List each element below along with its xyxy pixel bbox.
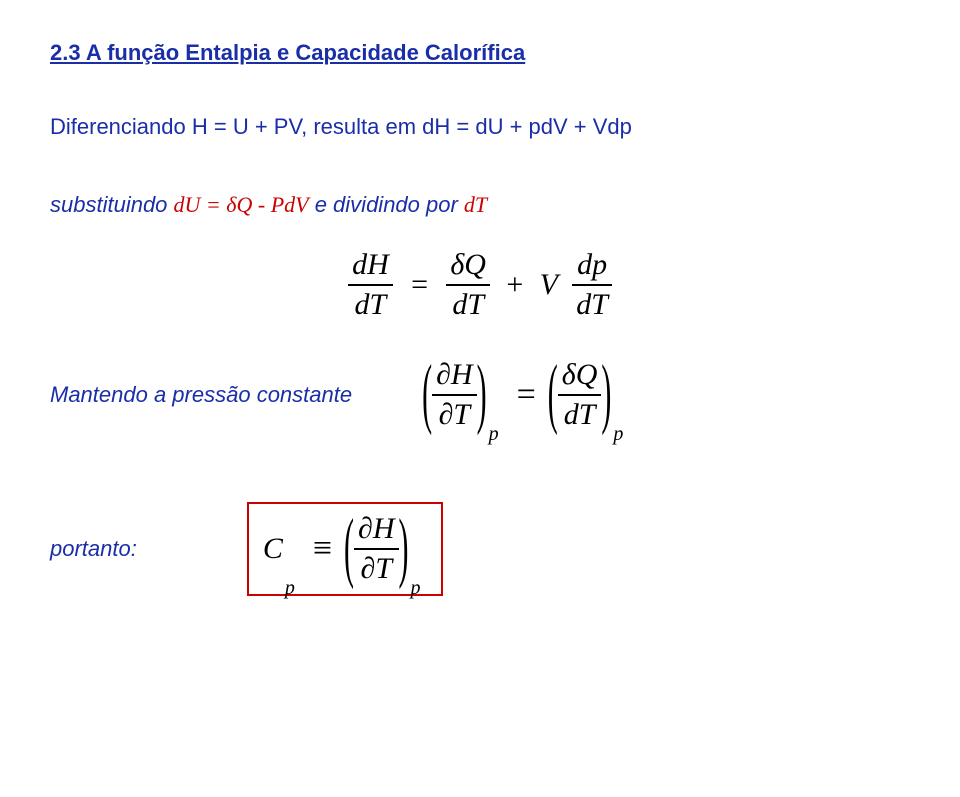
eq2-l-num: ∂H: [432, 358, 477, 394]
line2-tail: dT: [464, 192, 487, 217]
eq1-t2-frac: dp dT: [572, 248, 612, 322]
eq2-r-frac: δQ dT: [558, 358, 602, 432]
label-mantendo: Mantendo a pressão constante: [50, 382, 352, 408]
eq2-r-num: δQ: [558, 358, 602, 394]
line2-suffix: e dividindo por: [309, 192, 464, 217]
eq1-lhs-frac: dH dT: [348, 248, 393, 322]
eq3-frac: ∂H ∂T: [354, 512, 399, 586]
eq3-den: ∂T: [354, 548, 399, 586]
text-line-substituindo: substituindo dU = δQ - PdV e dividindo p…: [50, 192, 910, 218]
eq2-equals: =: [517, 376, 536, 414]
eq2-r-sub: p: [613, 423, 623, 446]
section-heading: 2.3 A função Entalpia e Capacidade Calor…: [50, 40, 910, 66]
eq1-t1-num: δQ: [446, 248, 490, 284]
row-mantendo: Mantendo a pressão constante ( ∂H ∂T ) p…: [50, 358, 910, 432]
equation-dh-dt: dH dT = δQ dT + V dp dT: [50, 248, 910, 322]
eq3-c-sub: p: [285, 577, 295, 600]
eq1-t1-den: dT: [446, 284, 490, 322]
eq1-v: V: [540, 268, 558, 301]
line2-eq: dU = δQ - PdV: [174, 192, 309, 217]
eq3-equiv: ≡: [313, 530, 332, 568]
eq2-left-paren-group: ( ∂H ∂T ): [422, 358, 487, 432]
eq3-sub: p: [411, 577, 421, 600]
eq3-c: C: [263, 532, 283, 566]
eq1-lhs-num: dH: [348, 248, 393, 284]
eq3-lparen: (: [344, 505, 354, 593]
eq1-t1-frac: δQ dT: [446, 248, 490, 322]
eq3-paren-group: ( ∂H ∂T ): [344, 512, 409, 586]
boxed-equation-cp: C p ≡ ( ∂H ∂T ) p: [247, 502, 443, 596]
eq2-l-den: ∂T: [432, 394, 477, 432]
eq2-right-paren-group: ( δQ dT ): [548, 358, 612, 432]
equation-partial-h: ( ∂H ∂T ) p = ( δQ dT ) p: [422, 358, 629, 432]
eq2-l-frac: ∂H ∂T: [432, 358, 477, 432]
eq2-r-den: dT: [558, 394, 602, 432]
eq2-lparen-l: (: [422, 351, 432, 439]
eq2-rparen-l: (: [548, 351, 558, 439]
label-portanto: portanto:: [50, 536, 137, 562]
eq3-rparen: ): [399, 505, 409, 593]
text-line-diferenciando: Diferenciando H = U + PV, resulta em dH …: [50, 114, 910, 140]
eq1-t2-den: dT: [572, 284, 612, 322]
row-portanto: portanto: C p ≡ ( ∂H ∂T ) p: [50, 502, 910, 596]
eq1-t2-num: dp: [572, 248, 612, 284]
eq2-rparen-r: ): [601, 351, 611, 439]
eq1-plus: +: [506, 268, 523, 301]
eq3-num: ∂H: [354, 512, 399, 548]
eq2-lparen-r: ): [477, 351, 487, 439]
eq1-lhs-den: dT: [348, 284, 393, 322]
eq1-equals: =: [411, 268, 428, 301]
line2-prefix: substituindo: [50, 192, 174, 217]
eq2-l-sub: p: [489, 423, 499, 446]
